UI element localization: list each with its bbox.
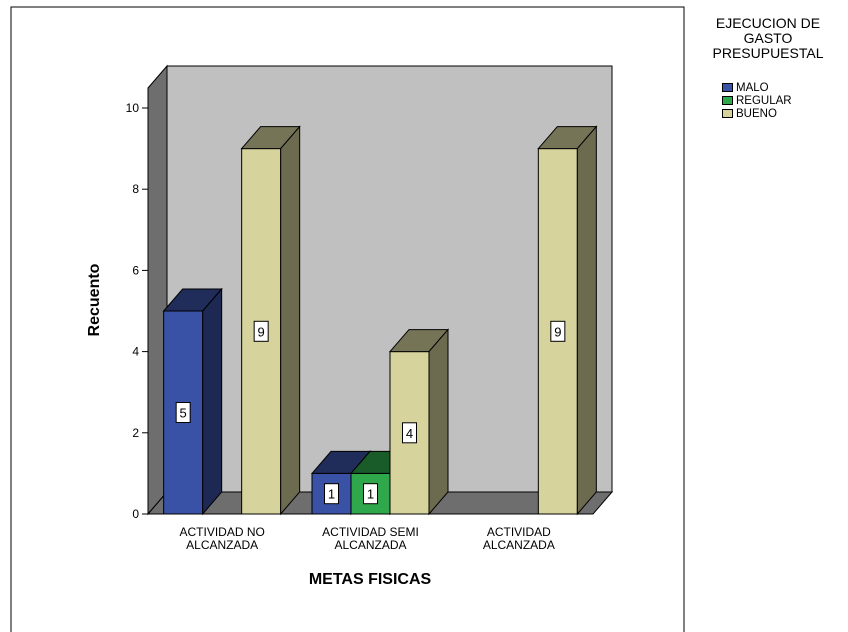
x-axis-title: METAS FISICAS [309, 571, 432, 588]
legend-title-line: PRESUPUESTAL [712, 45, 824, 61]
y-tick-label: 2 [132, 426, 139, 440]
legend-label: REGULAR [736, 94, 792, 107]
data-label-box [363, 483, 378, 505]
y-tick-label: 10 [126, 101, 140, 115]
legend-item-malo: MALO [722, 81, 792, 94]
x-tick-label: ACTIVIDAD SEMI [322, 525, 419, 539]
data-label-box [402, 422, 417, 444]
x-tick-label: ALCANZADA [334, 538, 406, 552]
legend-label: BUENO [736, 107, 777, 120]
legend-swatch [722, 83, 733, 92]
bar-bueno: 9 [537, 125, 598, 516]
chart-bars: 5 9 1 1 4 9 [162, 125, 598, 516]
legend-item-bueno: BUENO [722, 107, 792, 120]
y-axis-title: Recuento [86, 263, 103, 336]
bar-side [280, 125, 301, 516]
bar-side [202, 287, 223, 516]
data-label: 1 [367, 487, 374, 502]
legend-label: MALO [736, 81, 769, 94]
y-tick-label: 0 [132, 507, 139, 521]
legend-item-regular: REGULAR [722, 94, 792, 107]
data-label-box [253, 320, 269, 342]
data-label-box [175, 402, 191, 423]
y-tick-label: 6 [132, 263, 139, 277]
bar-bueno: 9 [240, 125, 301, 516]
data-label: 9 [258, 324, 265, 339]
legend-swatch [722, 109, 733, 118]
bar-malo: 5 [162, 287, 223, 516]
bar-side [576, 125, 597, 516]
data-label: 4 [406, 426, 413, 441]
x-tick-label: ACTIVIDAD [487, 525, 551, 539]
bar-bueno: 4 [388, 328, 450, 516]
data-label: 5 [180, 406, 187, 421]
legend-title: EJECUCION DE GASTO PRESUPUESTAL [688, 16, 848, 61]
data-label: 1 [328, 487, 335, 502]
data-label: 9 [554, 324, 561, 339]
y-tick-label: 4 [132, 345, 139, 359]
legend-swatch [722, 96, 733, 105]
y-tick-label: 8 [132, 182, 139, 196]
x-tick-label: ALCANZADA [186, 538, 258, 552]
x-tick-label: ALCANZADA [483, 538, 555, 552]
bar-side [428, 328, 449, 516]
legend-title-line: EJECUCION DE [715, 15, 821, 31]
data-label-box [550, 320, 566, 342]
legend-title-line: GASTO [743, 30, 793, 46]
x-tick-label: ACTIVIDAD NO [179, 525, 264, 539]
legend: MALO REGULAR BUENO [722, 81, 792, 120]
data-label-box [324, 483, 339, 505]
